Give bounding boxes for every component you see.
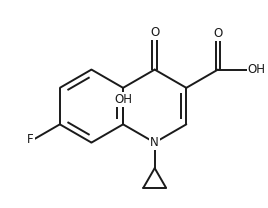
Text: OH: OH xyxy=(248,63,266,76)
Text: N: N xyxy=(150,136,159,149)
Text: O: O xyxy=(150,26,159,38)
Text: F: F xyxy=(27,133,34,146)
Text: O: O xyxy=(213,27,222,40)
Text: OH: OH xyxy=(114,93,132,106)
